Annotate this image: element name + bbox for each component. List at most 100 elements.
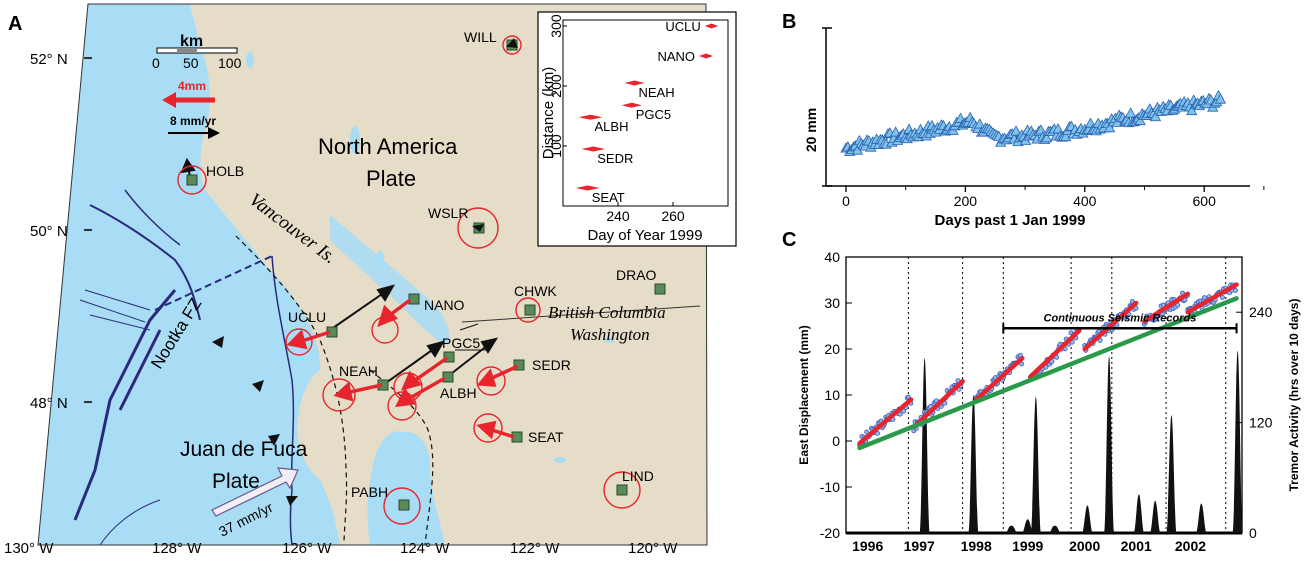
graticule-ticks	[84, 57, 92, 403]
inset-ticks: 240 260 100 200 300	[548, 14, 685, 224]
inset-point-pgc5	[621, 102, 642, 108]
panel-a-letter: A	[8, 13, 22, 35]
border-line	[461, 305, 701, 323]
b-xtick-label: 200	[954, 193, 978, 209]
b-point	[1035, 124, 1047, 135]
panel-c-chart: Continuous Seismic Records -20 -10 0 10 20 30…	[797, 249, 1301, 554]
b-point	[1084, 117, 1097, 128]
c-y2tick-label: 240	[1249, 304, 1273, 320]
station-drao: DRAO	[616, 267, 657, 283]
b-point	[1149, 110, 1162, 122]
c-tremor-spike	[1022, 519, 1033, 533]
lakes	[246, 52, 615, 463]
c-ytick-label: 20	[824, 341, 840, 357]
inset-label-neah: NEAH	[639, 85, 675, 100]
inset-point-neah	[624, 80, 645, 86]
scale-title: km	[180, 33, 203, 50]
c-fit-line	[857, 296, 1239, 451]
c-year-label: 2000	[1069, 538, 1100, 554]
panel-b-chart: 20 mm 0 200 400 600 Days past 1 Jan 1999	[803, 27, 1265, 229]
legend-black-label: 8 mm/yr	[170, 114, 216, 128]
inset-label-seat: SEAT	[592, 190, 625, 205]
c-y2tick-label: 0	[1249, 525, 1257, 541]
inset-xtick-label: 260	[661, 208, 685, 224]
c-year-label: 1999	[1012, 538, 1043, 554]
station-pabh: PABH	[351, 484, 388, 500]
c-gps-point	[1097, 337, 1103, 343]
c-gps-point	[864, 429, 870, 435]
panel-b-letter: B	[782, 11, 796, 33]
b-point	[1040, 132, 1053, 143]
station-chwk: CHWK	[514, 283, 557, 299]
inset-point-albh	[578, 114, 603, 120]
c-year-label: 1997	[904, 538, 935, 554]
b-point	[1124, 107, 1137, 118]
c-gps-point	[1202, 295, 1207, 301]
inset-xlabel: Day of Year 1999	[587, 227, 702, 244]
inset-point-nano	[699, 53, 713, 59]
station-holb: HOLB	[206, 163, 244, 179]
c-gps-point	[1049, 359, 1055, 365]
station-wslr: WSLR	[428, 205, 468, 221]
b-point	[1186, 104, 1198, 116]
region-british-columbia: British Columbia	[548, 303, 666, 322]
c-annotation-label: Continuous Seismic Records	[1044, 312, 1197, 324]
station-will: WILL	[464, 29, 497, 45]
inset-point-sedr	[581, 146, 606, 152]
station-pgc5: PGC5	[442, 335, 480, 351]
wslr-vector	[472, 224, 484, 232]
c-fit-line	[1185, 282, 1239, 315]
scale-bar-fill	[177, 48, 197, 53]
inset-point-uclu	[704, 23, 719, 29]
ets-outline	[235, 235, 434, 546]
inset-chart: UCLU NANO NEAH PGC5 ALBH SEDR SEAT 240 260 100 20…	[537, 11, 737, 247]
b-xlabel: Days past 1 Jan 1999	[935, 212, 1086, 229]
lon-label-126: 126° W	[282, 540, 332, 557]
c-tremor-spike	[1166, 415, 1177, 533]
station-lind: LIND	[622, 468, 654, 484]
inset-label-albh: ALBH	[595, 119, 629, 134]
c-fit-line	[1082, 300, 1139, 352]
b-point	[1134, 114, 1146, 126]
b-marks	[840, 89, 1227, 156]
c-year-label: 2002	[1175, 538, 1206, 554]
c-y2tick-label: 120	[1249, 415, 1273, 431]
b-xtick-label: 0	[842, 193, 850, 209]
c-gps-point	[1175, 302, 1181, 308]
c-ytick-label: 10	[824, 387, 840, 403]
region-jdf-plate: Plate	[212, 470, 260, 493]
c-tremor-spike	[1232, 350, 1243, 533]
c-gps-point	[1233, 287, 1238, 293]
inset-ylabel: Distance (km)	[540, 67, 557, 160]
station-sedr: SEDR	[532, 357, 571, 373]
c-gps-point	[897, 411, 903, 417]
will-vector	[506, 38, 518, 48]
faults	[73, 189, 295, 546]
c-ytick-label: 30	[824, 295, 840, 311]
c-year-label: 1998	[961, 538, 992, 554]
c-gps-point	[942, 400, 948, 406]
b-point	[889, 126, 902, 137]
c-tremor-spike	[1150, 500, 1161, 533]
c-ylabel: East Displacement (mm)	[797, 325, 811, 464]
inset-label-uclu: UCLU	[665, 19, 700, 34]
scale-tick-0: 0	[152, 55, 160, 71]
c-tremor-spike	[1104, 356, 1115, 533]
tremor-vectors	[286, 298, 519, 440]
station-neah: NEAH	[339, 363, 378, 379]
c-gps-point	[901, 408, 907, 414]
c-marks: Continuous Seismic Records	[846, 257, 1243, 535]
b-ticks: 0 200 400 600	[842, 186, 1265, 209]
c-fit-line	[911, 378, 965, 430]
region-washington: Washington	[570, 325, 650, 344]
inset-label-sedr: SEDR	[597, 151, 633, 166]
lon-label-120: 120° W	[628, 540, 678, 557]
b-xtick-label: 400	[1073, 193, 1097, 209]
c-fit-line	[857, 397, 914, 446]
region-north-america: North America	[318, 134, 458, 159]
inset-label-pgc5: PGC5	[636, 107, 671, 122]
inset-point-seat	[575, 185, 600, 191]
lon-label-128: 128° W	[152, 540, 202, 557]
c-fit-line	[1142, 291, 1191, 324]
